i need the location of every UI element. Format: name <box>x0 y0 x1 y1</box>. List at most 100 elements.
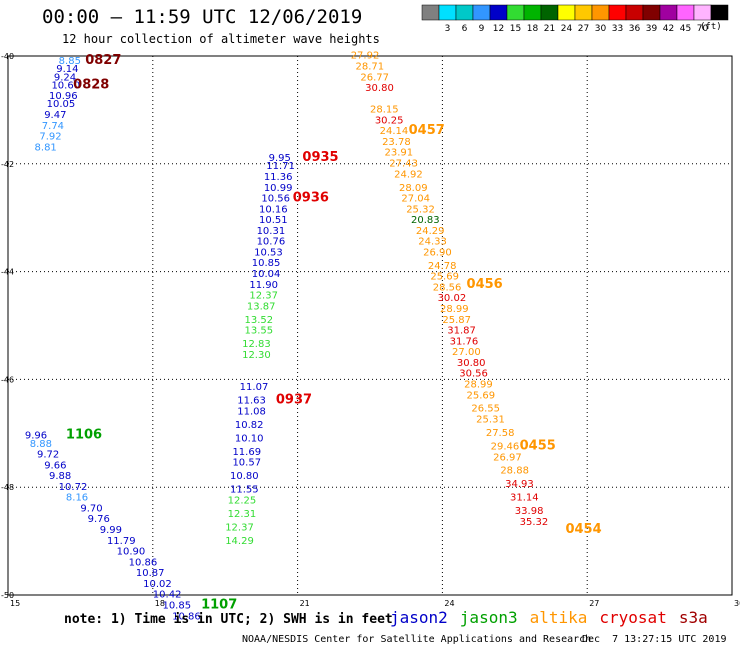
color-scale-label: 33 <box>612 24 623 34</box>
data-point-label: 26.77 <box>360 72 389 83</box>
color-scale-box <box>676 4 695 21</box>
data-point-label: 9.95 <box>269 153 291 164</box>
data-point-label: 10.76 <box>257 237 286 248</box>
data-point-label: 24.33 <box>418 237 447 248</box>
data-point-label: 11.07 <box>240 382 269 393</box>
pass-time-label: 0454 <box>565 522 601 537</box>
data-point-label: 28.15 <box>370 105 399 116</box>
data-point-label: 10.05 <box>47 99 76 110</box>
data-point-label: 10.85 <box>162 600 191 611</box>
data-point-label: 25.32 <box>406 204 435 215</box>
color-scale-box <box>489 4 508 21</box>
data-point-label: 10.60 <box>51 80 80 91</box>
data-point-label: 13.52 <box>245 315 274 326</box>
data-point-label: 9.24 <box>54 72 76 83</box>
color-scale-box <box>710 4 729 21</box>
color-scale-box <box>625 4 644 21</box>
data-point-label: 26.55 <box>471 404 500 415</box>
data-point-label: 24.78 <box>428 261 457 272</box>
data-point-label: 27.43 <box>389 158 418 169</box>
data-point-label: 26.90 <box>423 247 452 258</box>
data-point-label: 8.88 <box>30 439 52 450</box>
data-point-label: 28.56 <box>433 282 462 293</box>
color-scale-unit: (ft) <box>700 22 722 32</box>
color-scale-label: 70 <box>697 24 709 34</box>
data-point-label: 23.78 <box>382 137 411 148</box>
data-point-label: 24.14 <box>380 126 409 137</box>
color-scale-label: 9 <box>479 24 485 34</box>
data-point-label: 11.71 <box>266 161 295 172</box>
data-point-label: 11.55 <box>230 485 259 496</box>
data-point-label: 35.32 <box>520 517 549 528</box>
data-point-label: 23.91 <box>384 148 413 159</box>
plot-frame <box>7 55 733 596</box>
color-scale-label: 39 <box>646 24 658 34</box>
data-point-label: 10.57 <box>232 458 261 469</box>
data-point-label: 34.93 <box>505 479 534 490</box>
data-point-label: 10.10 <box>235 433 264 444</box>
color-scale-box <box>659 4 678 21</box>
footer-date: Dec 7 13:27:15 UTC 2019 <box>582 634 727 645</box>
pass-time-label: 0937 <box>276 393 312 408</box>
data-point-label: 7.74 <box>42 121 64 132</box>
color-scale-label: 3 <box>445 24 451 34</box>
data-point-label: 30.80 <box>365 83 394 94</box>
data-point-label: 11.90 <box>249 280 278 291</box>
color-scale-box <box>574 4 593 21</box>
data-point-label: 9.96 <box>25 431 47 442</box>
data-point-label: 10.04 <box>252 269 281 280</box>
pass-time-label: 0827 <box>85 53 121 68</box>
data-point-label: 11.36 <box>264 172 293 183</box>
data-point-label: 10.90 <box>117 547 146 558</box>
data-point-label: 8.85 <box>59 56 81 67</box>
color-scale-box <box>591 4 610 21</box>
legend-entry: jason2 <box>390 608 448 627</box>
data-point-label: 31.14 <box>510 493 539 504</box>
color-scale-label: 21 <box>544 24 555 34</box>
data-point-label: 11.79 <box>107 536 136 547</box>
data-point-label: 24.92 <box>394 169 423 180</box>
color-scale-label: 27 <box>578 24 589 34</box>
data-point-label: 12.83 <box>242 339 271 350</box>
data-point-label: 27.00 <box>452 347 481 358</box>
color-scale-box <box>438 4 457 21</box>
color-scale-label: 30 <box>595 24 607 34</box>
legend-entry: jason3 <box>459 608 518 627</box>
color-scale-box <box>642 4 661 21</box>
legend-entry: cryosat <box>599 608 667 627</box>
data-point-label: 30.02 <box>438 293 467 304</box>
y-tick-label: -50 <box>1 591 14 600</box>
x-tick-label: 18 <box>155 599 165 608</box>
data-point-label: 9.76 <box>88 514 110 525</box>
data-point-label: 9.99 <box>100 525 122 536</box>
data-point-label: 33.98 <box>515 506 544 517</box>
data-point-label: 9.72 <box>37 450 59 461</box>
color-scale-label: 45 <box>680 24 691 34</box>
pass-time-label: 0456 <box>467 277 503 292</box>
data-point-label: 10.87 <box>136 568 165 579</box>
pass-time-label: 0457 <box>409 123 445 138</box>
data-point-label: 10.86 <box>129 557 158 568</box>
legend-entry: s3a <box>678 608 708 627</box>
data-point-label: 28.71 <box>356 61 385 72</box>
color-scale-label: 36 <box>629 24 641 34</box>
data-point-label: 25.69 <box>430 272 459 283</box>
data-point-label: 10.16 <box>259 204 288 215</box>
x-tick-label: 15 <box>10 599 20 608</box>
data-point-label: 14.29 <box>225 536 254 547</box>
color-scale-label: 15 <box>510 24 521 34</box>
data-point-label: 9.88 <box>49 471 71 482</box>
data-point-label: 28.88 <box>500 466 529 477</box>
data-point-label: 27.04 <box>401 194 430 205</box>
data-point-label: 29.46 <box>491 441 520 452</box>
y-tick-label: -48 <box>1 483 14 492</box>
data-point-label: 10.82 <box>235 420 264 431</box>
color-scale-label: 6 <box>462 24 468 34</box>
data-point-label: 10.99 <box>264 183 293 194</box>
satellite-legend: jason2 jason3 altika cryosat s3a <box>390 608 720 627</box>
data-point-label: 25.31 <box>476 415 505 426</box>
chart-title: 00:00 — 11:59 UTC 12/06/2019 <box>42 6 363 28</box>
data-point-label: 11.08 <box>237 406 266 417</box>
footer-credit: NOAA/NESDIS Center for Satellite Applica… <box>242 634 592 645</box>
